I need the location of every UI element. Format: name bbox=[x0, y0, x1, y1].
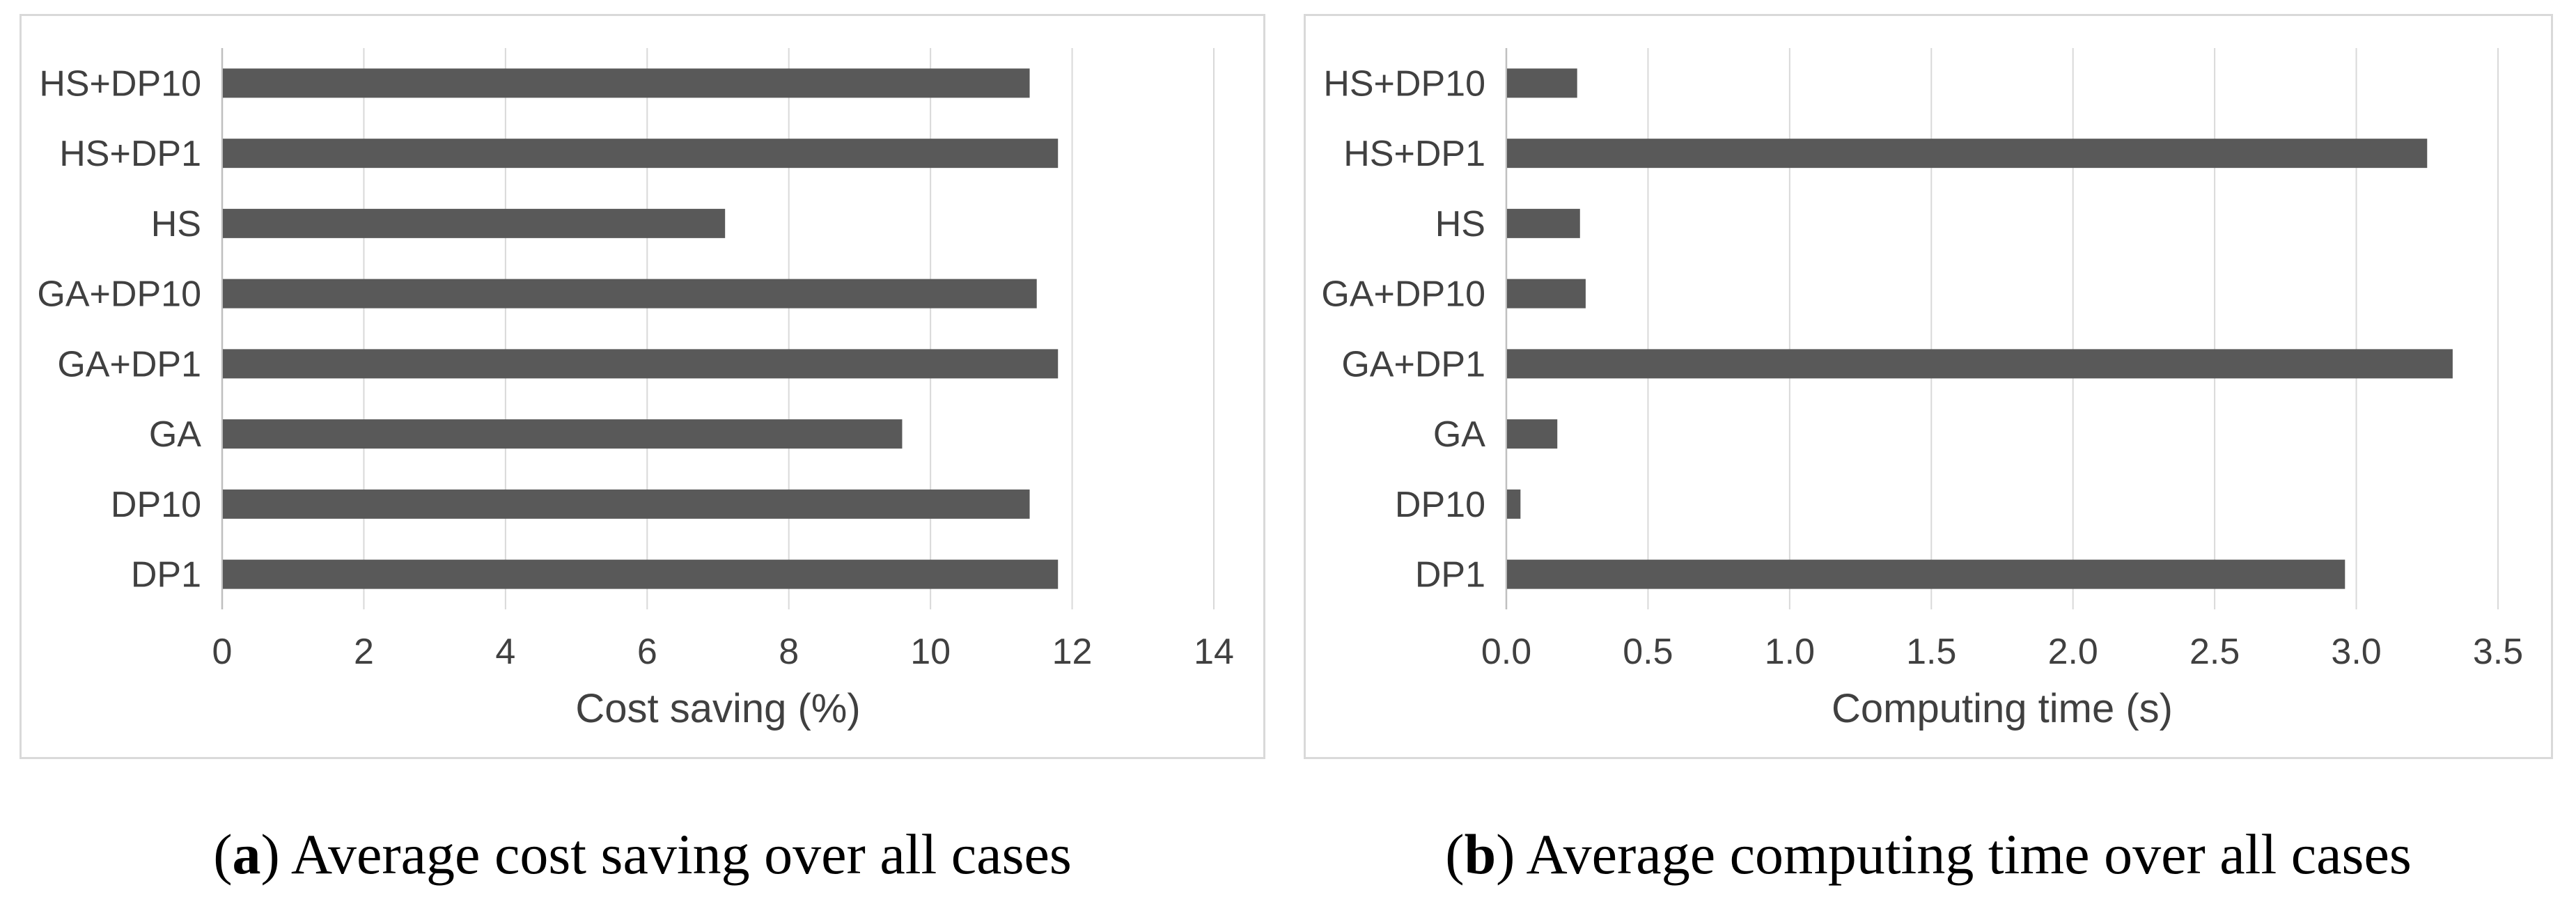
bar-HS+DP10 bbox=[1507, 68, 1577, 98]
caption-a-open-paren: ( bbox=[213, 822, 233, 886]
chart-panel-computing-time: HS+DP10 HS+DP1 HS GA+DP10 GA+DP1 GA DP10 DP1 0.0… bbox=[1304, 14, 2553, 759]
bar-HS+DP10 bbox=[223, 68, 1030, 98]
category-label-GA: GA bbox=[1433, 414, 1485, 455]
category-label-HS+DP10: HS+DP10 bbox=[1323, 63, 1485, 104]
category-label-GA: GA bbox=[149, 414, 201, 455]
caption-b-letter: b bbox=[1464, 822, 1497, 886]
x-tick-label: 8 bbox=[779, 632, 799, 672]
category-label-HS+DP1: HS+DP1 bbox=[59, 134, 201, 174]
x-tick-label: 0.0 bbox=[1481, 632, 1531, 672]
x-tick-label: 10 bbox=[910, 632, 951, 672]
x-axis-title: Cost saving (%) bbox=[575, 686, 860, 731]
category-label-GA+DP10: GA+DP10 bbox=[37, 274, 201, 315]
category-label-HS+DP1: HS+DP1 bbox=[1343, 134, 1485, 174]
x-axis-title: Computing time (s) bbox=[1832, 686, 2173, 731]
bar-HS+DP1 bbox=[1507, 139, 2428, 169]
caption-b-text: Average computing time over all cases bbox=[1526, 822, 2412, 886]
bar-HS bbox=[1507, 208, 1580, 238]
bar-GA bbox=[1507, 419, 1558, 449]
bar-GA bbox=[223, 419, 903, 449]
chart-panel-cost-saving: HS+DP10 HS+DP1 HS GA+DP10 GA+DP1 GA DP10 DP1 0 2 4… bbox=[19, 14, 1265, 759]
category-label-GA+DP1: GA+DP1 bbox=[57, 344, 201, 384]
x-tick-label: 0.5 bbox=[1623, 632, 1673, 672]
category-label-GA+DP1: GA+DP1 bbox=[1341, 344, 1485, 384]
bar-DP10 bbox=[223, 489, 1030, 519]
category-label-HS+DP10: HS+DP10 bbox=[39, 63, 201, 104]
bar-DP10 bbox=[1507, 489, 1521, 519]
category-label-HS: HS bbox=[1435, 204, 1485, 244]
category-label-HS: HS bbox=[151, 204, 201, 244]
caption-b: (b) Average computing time over all case… bbox=[1304, 820, 2553, 889]
caption-a: (a) Average cost saving over all cases bbox=[19, 820, 1265, 889]
x-tick-label: 4 bbox=[495, 632, 515, 672]
x-tick-label: 3.0 bbox=[2331, 632, 2381, 672]
category-label-DP10: DP10 bbox=[1395, 485, 1485, 525]
caption-a-letter: a bbox=[232, 822, 261, 886]
bar-GA+DP1 bbox=[223, 349, 1059, 379]
bar-GA+DP10 bbox=[223, 279, 1037, 309]
x-tick-label: 1.5 bbox=[1906, 632, 1956, 672]
bar-chart-computing-time: HS+DP10 HS+DP1 HS GA+DP10 GA+DP1 GA DP10 DP1 0.0… bbox=[1321, 48, 2523, 731]
caption-a-text: Average cost saving over all cases bbox=[290, 822, 1072, 886]
x-tick-label: 14 bbox=[1194, 632, 1234, 672]
category-label-GA+DP10: GA+DP10 bbox=[1321, 274, 1485, 315]
x-tick-label: 1.0 bbox=[1765, 632, 1815, 672]
category-label-DP1: DP1 bbox=[1415, 555, 1485, 595]
bar-HS+DP1 bbox=[223, 139, 1059, 169]
caption-a-close-paren: ) bbox=[260, 822, 291, 886]
x-tick-label: 2.5 bbox=[2189, 632, 2240, 672]
category-label-DP10: DP10 bbox=[111, 485, 201, 525]
caption-b-close-paren: ) bbox=[1496, 822, 1527, 886]
x-tick-label: 3.5 bbox=[2473, 632, 2523, 672]
category-label-DP1: DP1 bbox=[131, 555, 201, 595]
bar-GA+DP1 bbox=[1507, 349, 2453, 379]
x-tick-label: 2 bbox=[354, 632, 374, 672]
bar-HS bbox=[223, 208, 726, 238]
x-tick-label: 0 bbox=[212, 632, 233, 672]
x-tick-label: 6 bbox=[637, 632, 657, 672]
caption-b-open-paren: ( bbox=[1445, 822, 1465, 886]
x-tick-label: 2.0 bbox=[2048, 632, 2098, 672]
x-tick-label: 12 bbox=[1052, 632, 1093, 672]
bar-GA+DP10 bbox=[1507, 279, 1586, 309]
bar-DP1 bbox=[1507, 559, 2345, 589]
bar-DP1 bbox=[223, 559, 1059, 589]
